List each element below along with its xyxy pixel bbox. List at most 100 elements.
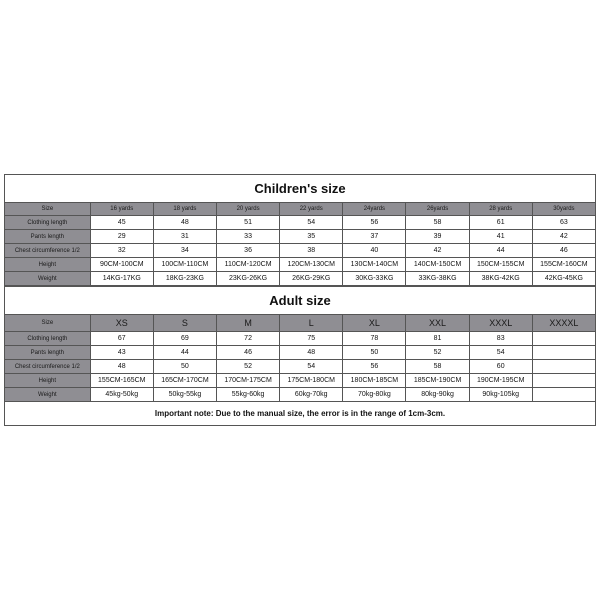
children-cell: 33 [217,230,280,244]
important-note: Important note: Due to the manual size, … [5,402,596,426]
table-row: Pants length2931333537394142 [5,230,596,244]
adult-cell: 54 [469,346,532,360]
adult-col-3: M [217,315,280,332]
adult-cell: 70kg-80kg [343,388,406,402]
children-row-label: Pants length [5,230,91,244]
adult-col-0: Size [5,315,91,332]
adult-cell [532,332,595,346]
table-row: Chest circumference 1/23234363840424446 [5,244,596,258]
children-col-1: 16 yards [90,203,153,216]
children-col-2: 18 yards [153,203,216,216]
children-cell: 90CM-100CM [90,258,153,272]
adult-cell: 72 [217,332,280,346]
adult-row-label: Weight [5,388,91,402]
children-cell: 51 [217,216,280,230]
adult-cell: 180CM-185CM [343,374,406,388]
adult-cell: 46 [217,346,280,360]
children-cell: 38 [280,244,343,258]
adult-cell: 45kg-50kg [90,388,153,402]
children-col-3: 20 yards [217,203,280,216]
adult-cell: 67 [90,332,153,346]
children-cell: 18KG-23KG [153,272,216,286]
adult-table: Adult size SizeXSSMLXLXXLXXXLXXXXL Cloth… [4,286,596,426]
children-cell: 40 [343,244,406,258]
adult-cell [532,360,595,374]
children-row-label: Weight [5,272,91,286]
children-cell: 46 [532,244,595,258]
adult-cell: 60kg-70kg [280,388,343,402]
adult-cell: 190CM-195CM [469,374,532,388]
adult-col-8: XXXXL [532,315,595,332]
adult-cell: 80kg-90kg [406,388,469,402]
children-cell: 110CM-120CM [217,258,280,272]
children-col-8: 30yards [532,203,595,216]
children-cell: 14KG-17KG [90,272,153,286]
table-row: Chest circumference 1/248505254565860 [5,360,596,374]
adult-cell [532,346,595,360]
children-col-6: 26yards [406,203,469,216]
children-cell: 26KG-29KG [280,272,343,286]
table-row: Height90CM-100CM100CM-110CM110CM-120CM12… [5,258,596,272]
adult-cell: 50 [153,360,216,374]
table-row: Clothing length67697275788183 [5,332,596,346]
children-cell: 58 [406,216,469,230]
adult-cell: 52 [406,346,469,360]
children-cell: 36 [217,244,280,258]
adult-row-label: Height [5,374,91,388]
children-col-5: 24yards [343,203,406,216]
adult-cell: 165CM-170CM [153,374,216,388]
children-cell: 155CM-160CM [532,258,595,272]
adult-cell: 43 [90,346,153,360]
adult-title: Adult size [5,287,596,315]
adult-cell: 48 [90,360,153,374]
table-row: Height155CM-165CM165CM-170CM170CM-175CM1… [5,374,596,388]
children-cell: 44 [469,244,532,258]
children-cell: 48 [153,216,216,230]
children-cell: 61 [469,216,532,230]
adult-cell: 55kg-60kg [217,388,280,402]
adult-col-5: XL [343,315,406,332]
children-cell: 34 [153,244,216,258]
adult-cell: 69 [153,332,216,346]
children-cell: 45 [90,216,153,230]
adult-cell: 175CM-180CM [280,374,343,388]
adult-cell: 83 [469,332,532,346]
children-cell: 56 [343,216,406,230]
adult-cell: 56 [343,360,406,374]
children-header-row: Size16 yards18 yards20 yards22 yards24ya… [5,203,596,216]
adult-cell: 52 [217,360,280,374]
adult-row-label: Clothing length [5,332,91,346]
adult-cell: 58 [406,360,469,374]
children-cell: 140CM-150CM [406,258,469,272]
table-row: Weight45kg-50kg50kg-55kg55kg-60kg60kg-70… [5,388,596,402]
adult-col-1: XS [90,315,153,332]
adult-cell: 170CM-175CM [217,374,280,388]
children-cell: 150CM-155CM [469,258,532,272]
children-col-4: 22 yards [280,203,343,216]
adult-cell: 75 [280,332,343,346]
adult-row-label: Chest circumference 1/2 [5,360,91,374]
adult-cell: 90kg-105kg [469,388,532,402]
adult-cell: 81 [406,332,469,346]
children-cell: 42 [532,230,595,244]
children-table: Children's size Size16 yards18 yards20 y… [4,174,596,286]
adult-cell: 50kg-55kg [153,388,216,402]
adult-cell: 48 [280,346,343,360]
adult-cell: 185CM-190CM [406,374,469,388]
children-title: Children's size [5,175,596,203]
adult-col-7: XXXL [469,315,532,332]
children-cell: 23KG-26KG [217,272,280,286]
children-cell: 32 [90,244,153,258]
children-cell: 31 [153,230,216,244]
adult-cell [532,374,595,388]
adult-cell: 44 [153,346,216,360]
children-cell: 130CM-140CM [343,258,406,272]
children-cell: 42KG-45KG [532,272,595,286]
children-cell: 63 [532,216,595,230]
children-cell: 42 [406,244,469,258]
adult-cell [532,388,595,402]
children-row-label: Height [5,258,91,272]
children-cell: 38KG-42KG [469,272,532,286]
table-row: Weight14KG-17KG18KG-23KG23KG-26KG26KG-29… [5,272,596,286]
children-cell: 100CM-110CM [153,258,216,272]
